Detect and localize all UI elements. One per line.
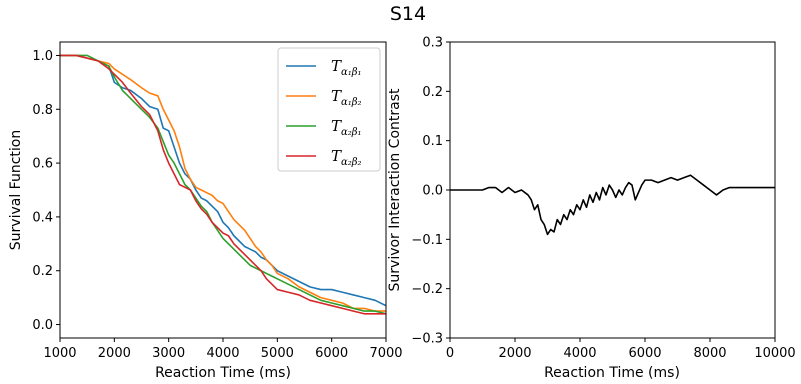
y-tick-label: 0.2 [422, 85, 443, 100]
y-tick-label: −0.1 [411, 233, 443, 248]
legend-box [277, 47, 381, 172]
x-tick-label: 4000 [206, 346, 239, 361]
x-tick-label: 6000 [315, 346, 348, 361]
legend: Tα₁β₁ Tα₁β₂ Tα₂β₁ Tα₂β₂ [277, 47, 381, 172]
x-tick-label: 1000 [43, 346, 76, 361]
x-tick-label: 8000 [693, 346, 726, 361]
legend-label: Tα₁β₂ [331, 87, 362, 108]
survival-y-ticks: 0.0 0.2 0.4 0.6 0.8 1.0 [32, 49, 60, 333]
y-tick-label: 0.6 [32, 157, 53, 172]
y-tick-label: −0.3 [411, 332, 443, 347]
x-tick-label: 6000 [628, 346, 661, 361]
y-tick-label: 0.8 [32, 103, 53, 118]
series-line [60, 54, 387, 315]
survival-x-ticks: 1000 2000 3000 4000 5000 6000 7000 [43, 338, 403, 361]
survival-x-axis-label: Reaction Time (ms) [155, 365, 291, 381]
legend-label: Tα₂β₁ [331, 117, 362, 138]
series-line [60, 54, 386, 312]
sic-plot: 0 2000 4000 6000 8000 10000 −0.3 −0.2 −0.1 0.0 0.… [387, 36, 796, 382]
x-tick-label: 5000 [261, 346, 294, 361]
y-tick-label: 1.0 [32, 49, 53, 64]
series-line [60, 54, 387, 307]
survival-lines [60, 54, 387, 315]
y-tick-label: 0.0 [422, 184, 443, 199]
x-tick-label: 3000 [152, 346, 185, 361]
sic-x-axis-label: Reaction Time (ms) [544, 365, 680, 381]
x-tick-label: 2000 [98, 346, 131, 361]
x-tick-label: 4000 [563, 346, 596, 361]
y-tick-label: 0.1 [422, 134, 443, 149]
sic-y-axis-label: Survivor Interaction Contrast [387, 88, 403, 291]
survival-y-axis-label: Survival Function [8, 130, 24, 250]
legend-label: Tα₁β₁ [331, 57, 362, 78]
x-tick-label: 0 [446, 346, 454, 361]
figure-title: S14 [390, 3, 426, 25]
series-line [450, 174, 775, 236]
sic-y-ticks: −0.3 −0.2 −0.1 0.0 0.1 0.2 0.3 [411, 36, 450, 347]
x-tick-label: 7000 [369, 346, 402, 361]
y-tick-label: 0.4 [32, 210, 53, 225]
x-tick-label: 10000 [754, 346, 795, 361]
x-tick-label: 2000 [498, 346, 531, 361]
survival-plot: 1000 2000 3000 4000 5000 6000 7000 0.00.20.40.… [8, 41, 403, 381]
sic-x-ticks: 0 2000 4000 6000 8000 10000 [446, 338, 796, 361]
legend-label: Tα₂β₂ [331, 147, 362, 168]
y-tick-label: 0.0 [32, 318, 53, 333]
sic-lines [450, 174, 775, 236]
y-tick-label: 0.3 [422, 36, 443, 51]
y-tick-label: 0.2 [32, 264, 53, 279]
series-line [60, 54, 386, 315]
y-tick-label: −0.2 [411, 282, 443, 297]
